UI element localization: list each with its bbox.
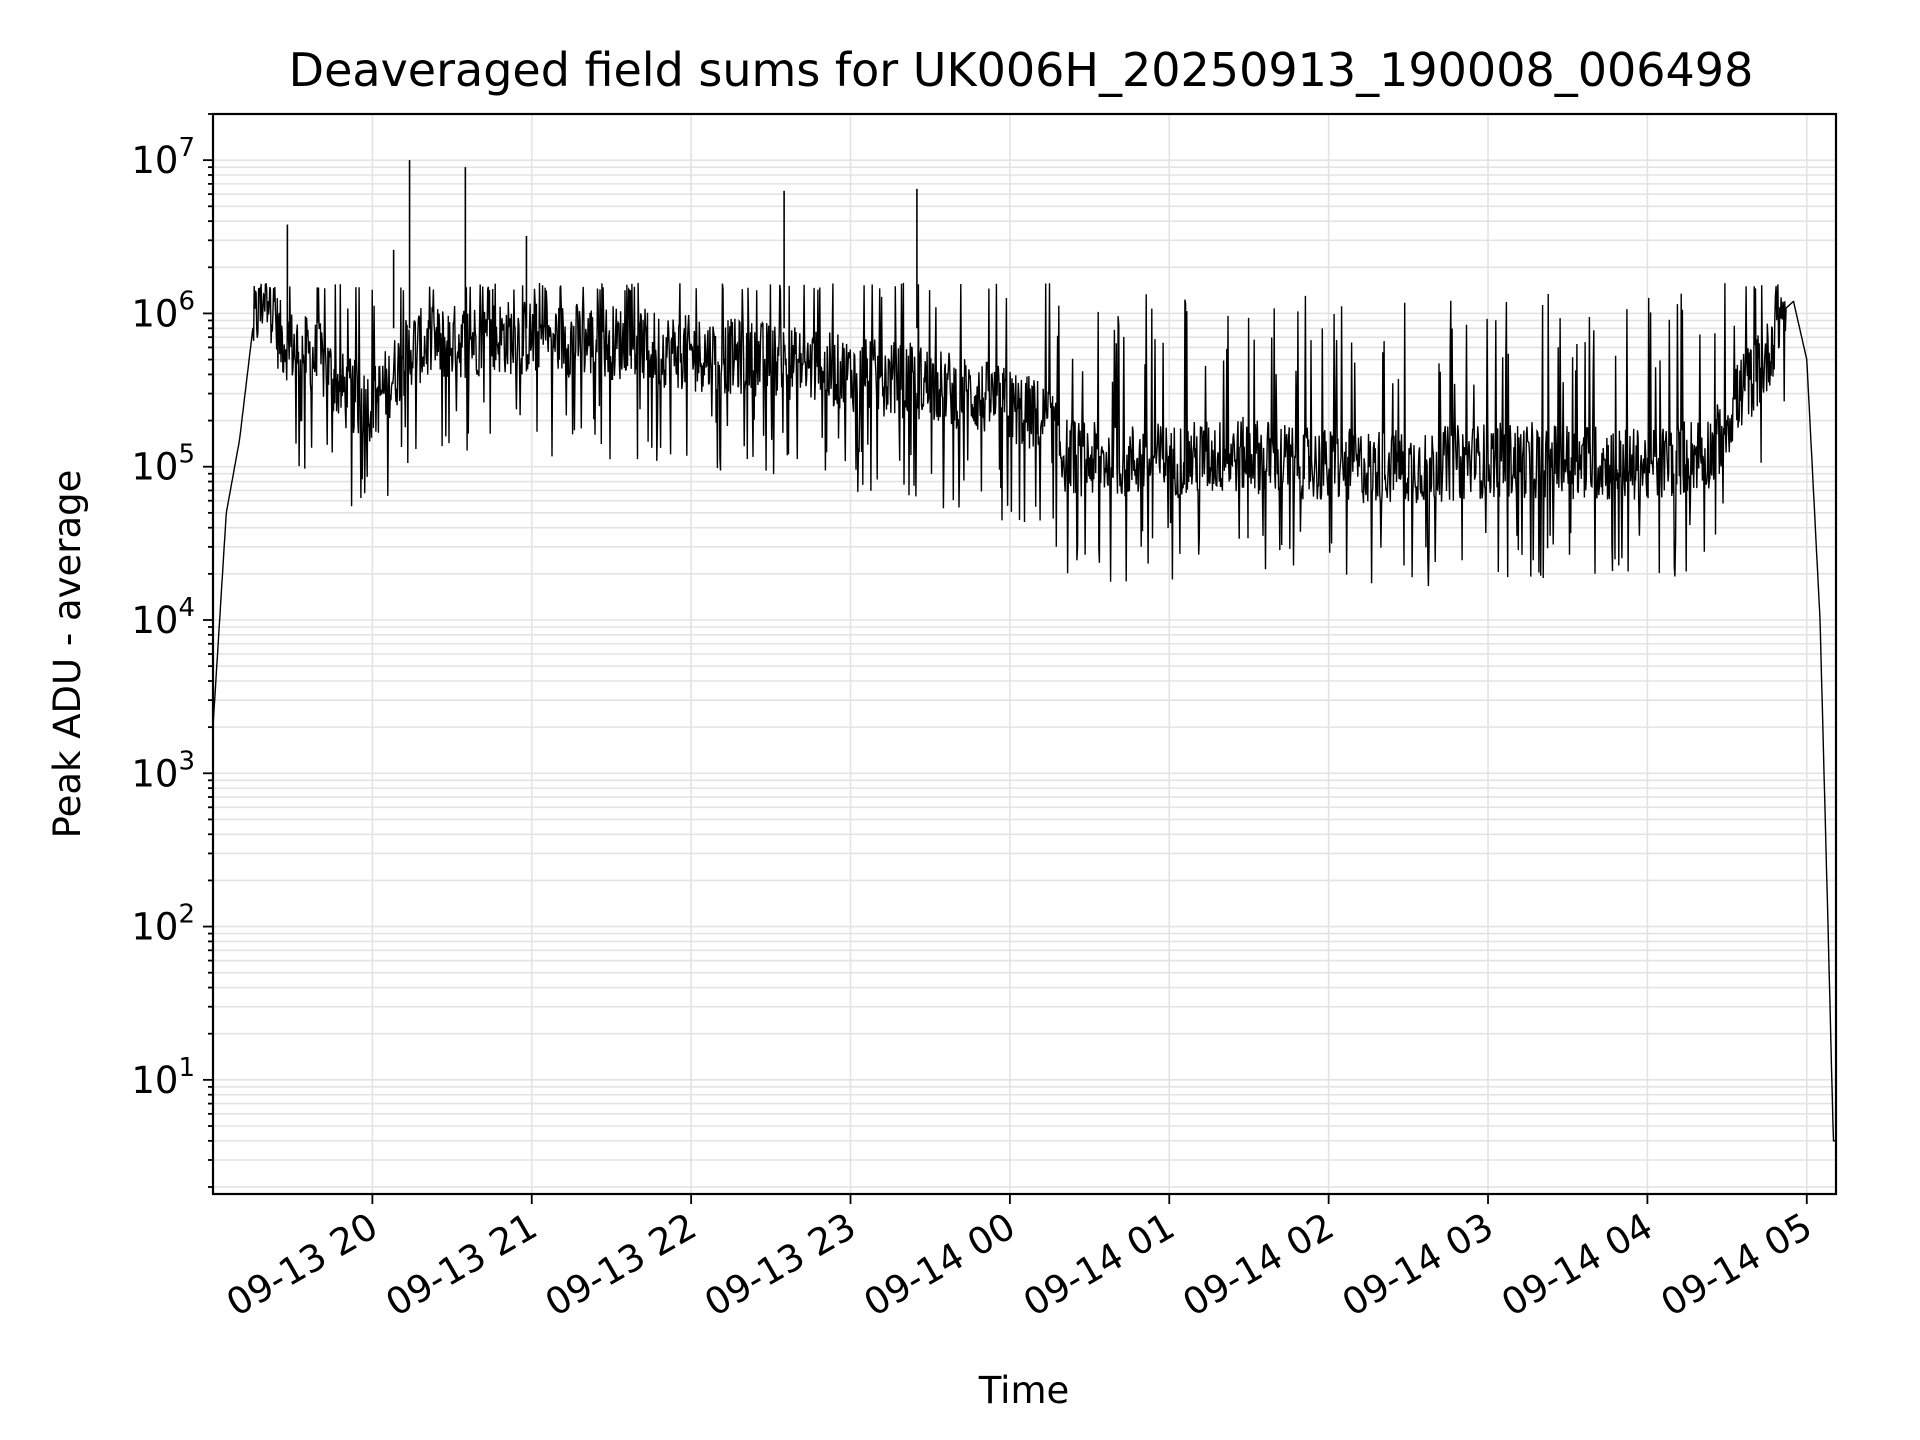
y-tick-label: 104 bbox=[131, 593, 195, 642]
y-tick-label: 103 bbox=[131, 746, 195, 795]
x-tick-label: 09-13 21 bbox=[379, 1205, 545, 1325]
y-axis: 101 102 103 104 105 106 107 bbox=[131, 113, 213, 1188]
series-line bbox=[212, 282, 1836, 1142]
x-tick-label: 09-14 04 bbox=[1494, 1205, 1660, 1325]
series bbox=[212, 160, 1836, 1142]
y-axis-label: Peak ADU - average bbox=[46, 470, 89, 839]
y-tick-label: 102 bbox=[131, 900, 195, 949]
x-tick-label: 09-14 03 bbox=[1335, 1205, 1501, 1325]
x-tick-label: 09-13 23 bbox=[697, 1205, 863, 1325]
y-tick-label: 106 bbox=[131, 286, 195, 335]
x-tick-label: 09-14 00 bbox=[857, 1205, 1023, 1325]
x-tick-label: 09-13 20 bbox=[219, 1205, 385, 1325]
x-tick-label: 09-14 05 bbox=[1654, 1205, 1820, 1325]
x-tick-label: 09-14 01 bbox=[1016, 1205, 1182, 1325]
x-tick-label: 09-13 22 bbox=[538, 1205, 704, 1325]
y-tick-label: 107 bbox=[131, 133, 195, 182]
y-tick-label: 101 bbox=[131, 1053, 195, 1102]
chart-title: Deaveraged field sums for UK006H_2025091… bbox=[289, 43, 1754, 97]
grid bbox=[213, 113, 1836, 1194]
y-tick-label: 105 bbox=[131, 440, 195, 489]
x-tick-label: 09-14 02 bbox=[1176, 1205, 1342, 1325]
x-axis-label: Time bbox=[978, 1369, 1070, 1412]
